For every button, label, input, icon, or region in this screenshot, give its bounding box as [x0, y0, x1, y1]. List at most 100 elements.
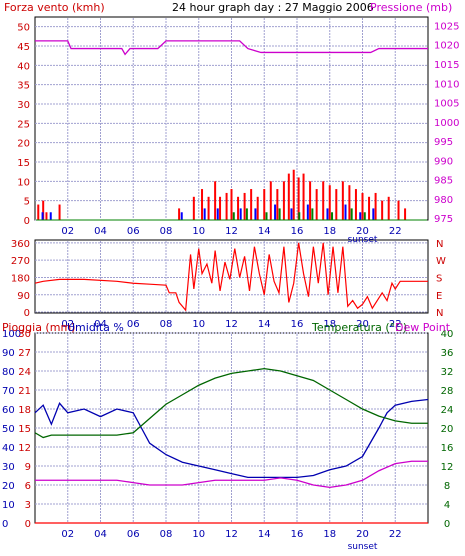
- x-tick-label: 20: [356, 319, 369, 330]
- pressure-tick-label: 1020: [434, 41, 459, 52]
- x-tick-label: 20: [356, 226, 369, 237]
- x-tick-label: 14: [258, 319, 271, 330]
- rain-tick-label: 12: [18, 443, 31, 454]
- humidity-tick-label: 0: [2, 519, 8, 530]
- x-tick-label: 02: [61, 319, 74, 330]
- rain-axis-title: Pioggia (mm): [2, 321, 75, 334]
- pressure-tick-label: 975: [434, 214, 453, 225]
- dewpoint-axis-title: Dew Point: [395, 321, 451, 334]
- direction-tick-label: 360: [11, 239, 30, 250]
- rain-tick-label: 30: [18, 329, 31, 340]
- x-tick-label: 16: [291, 319, 304, 330]
- x-tick-label: 12: [225, 529, 238, 540]
- temp-tick-label: 0: [444, 519, 450, 530]
- x-tick-label: 14: [258, 529, 271, 540]
- x-tick-label: 10: [192, 529, 205, 540]
- x-tick-label: 18: [323, 226, 336, 237]
- wind-tick-label: 5: [24, 197, 30, 208]
- x-tick-label: 04: [94, 226, 107, 237]
- direction-tick-label: 180: [11, 273, 30, 284]
- temperature-line: [34, 367, 428, 439]
- temp-tick-label: 40: [441, 329, 454, 340]
- pressure-tick-label: 995: [434, 137, 453, 148]
- x-tick-label: 08: [160, 529, 173, 540]
- pressure-tick-label: 990: [434, 156, 453, 167]
- wind-pressure-marks: [35, 40, 428, 221]
- wind-tick-label: 40: [17, 61, 30, 72]
- wind-tick-label: 10: [17, 177, 30, 188]
- x-tick-label: 12: [225, 226, 238, 237]
- rain-tick-label: 6: [25, 481, 31, 492]
- temp-tick-label: 20: [441, 424, 454, 435]
- humidity-tick-label: 100: [2, 329, 21, 340]
- compass-label: E: [436, 291, 442, 302]
- temp-tick-label: 4: [444, 500, 450, 511]
- x-tick-label: 12: [225, 319, 238, 330]
- temp-tick-label: 28: [441, 386, 454, 397]
- wind-tick-label: 20: [17, 139, 30, 150]
- direction-line: [34, 242, 428, 312]
- x-tick-label: 18: [323, 529, 336, 540]
- humidity-tick-label: 40: [2, 443, 15, 454]
- x-tick-label: 10: [192, 319, 205, 330]
- rain-tick-label: 27: [18, 348, 31, 359]
- rain-tick-label: 24: [18, 367, 31, 378]
- temp-tick-label: 32: [441, 367, 454, 378]
- sunset-label: sunset: [348, 542, 378, 552]
- humidity-tick-label: 60: [2, 405, 15, 416]
- humidity-axis-title: Umidita %: [67, 321, 124, 334]
- x-tick-label: 08: [160, 319, 173, 330]
- compass-label: N: [436, 308, 443, 319]
- wind-panel-grid: [35, 18, 428, 221]
- humidity-line: [34, 398, 429, 479]
- dewpoint-line: [35, 460, 428, 489]
- pressure-tick-label: 1000: [434, 118, 459, 129]
- direction-tick-label: 90: [17, 291, 30, 302]
- pressure-axis-title: Pressione (mb): [370, 1, 452, 14]
- rain-tick-label: 21: [18, 386, 31, 397]
- direction-tick-label: 270: [11, 256, 30, 267]
- x-tick-label: 16: [291, 529, 304, 540]
- x-tick-label: 06: [127, 529, 140, 540]
- x-tick-label: 04: [94, 529, 107, 540]
- wind-tick-label: 35: [17, 81, 30, 92]
- temp-tick-label: 36: [441, 348, 454, 359]
- wind-tick-label: 15: [17, 158, 30, 169]
- wind-tick-label: 45: [17, 42, 30, 53]
- pressure-tick-label: 980: [434, 195, 453, 206]
- x-tick-label: 22: [389, 529, 402, 540]
- x-tick-label: 04: [94, 319, 107, 330]
- temp-tick-label: 16: [441, 443, 454, 454]
- direction-tick-label: 0: [24, 308, 30, 319]
- pressure-line: [35, 40, 428, 56]
- wind-tick-label: 0: [24, 216, 30, 227]
- humidity-tick-label: 30: [2, 462, 15, 473]
- wind-tick-label: 25: [17, 119, 30, 130]
- x-tick-label: 02: [61, 529, 74, 540]
- humidity-tick-label: 50: [2, 424, 15, 435]
- x-tick-label: 02: [61, 226, 74, 237]
- x-tick-label: 08: [160, 226, 173, 237]
- rain-tick-label: 9: [25, 462, 31, 473]
- compass-label: W: [436, 256, 446, 267]
- rain-tick-label: 3: [25, 500, 31, 511]
- x-tick-label: 06: [127, 319, 140, 330]
- humidity-tick-label: 10: [2, 500, 15, 511]
- x-tick-label: 06: [127, 226, 140, 237]
- compass-label: N: [436, 239, 443, 250]
- temp-hum-marks: [34, 367, 429, 524]
- rain-tick-label: 18: [18, 405, 31, 416]
- rain-tick-label: 0: [25, 519, 31, 530]
- temp-tick-label: 12: [441, 462, 454, 473]
- direction-marks: [34, 242, 428, 312]
- x-tick-label: 22: [389, 226, 402, 237]
- pressure-tick-label: 1015: [434, 60, 459, 71]
- x-tick-label: 22: [389, 319, 402, 330]
- humidity-tick-label: 70: [2, 386, 15, 397]
- wind-tick-label: 50: [17, 23, 30, 34]
- x-tick-label: 14: [258, 226, 271, 237]
- pressure-tick-label: 1025: [434, 21, 459, 32]
